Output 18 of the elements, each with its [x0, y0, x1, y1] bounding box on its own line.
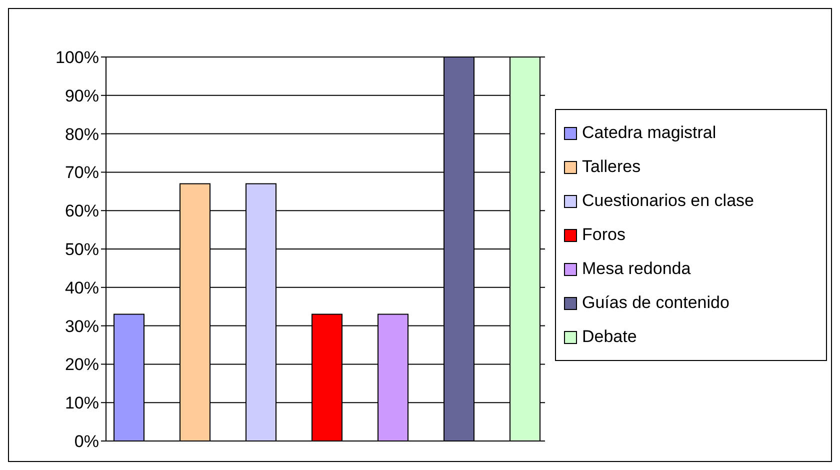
y-tick-label: 70%: [64, 163, 99, 182]
legend-label: Mesa redonda: [582, 259, 691, 279]
y-tick-label: 40%: [64, 278, 99, 298]
legend-label: Debate: [582, 327, 637, 347]
legend-label: Catedra magistral: [582, 123, 716, 143]
y-tick-label: 20%: [64, 355, 99, 374]
legend-label: Foros: [582, 225, 626, 245]
y-tick-label: 10%: [64, 394, 99, 413]
y-tick-label: 100%: [56, 48, 99, 68]
legend-label: Guías de contenido: [582, 293, 730, 313]
y-tick-label: 80%: [64, 124, 99, 144]
y-tick-label: 0%: [74, 432, 99, 452]
legend-label: Cuestionarios en clase: [582, 191, 754, 211]
y-tick-label: 30%: [64, 316, 99, 336]
legend-label: Talleres: [582, 157, 641, 177]
y-tick-label: 90%: [64, 86, 99, 106]
y-tick-label: 50%: [64, 240, 99, 260]
y-tick-label: 60%: [64, 202, 99, 221]
